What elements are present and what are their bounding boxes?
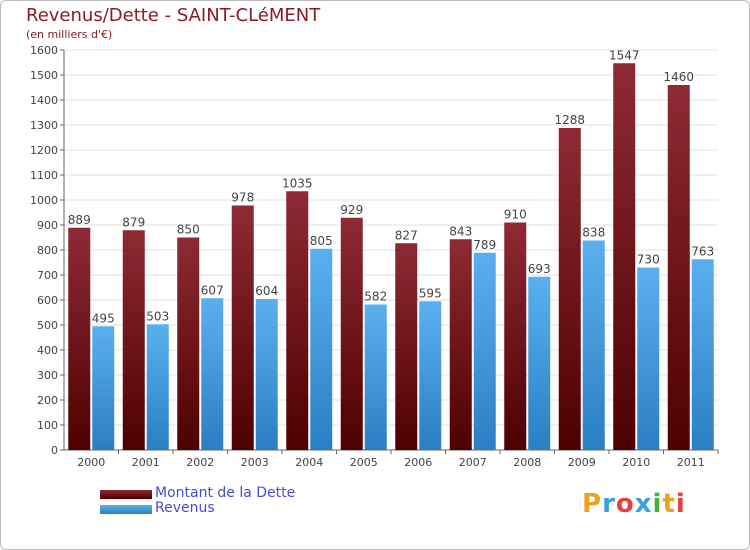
data-label-revenus-2010: 730: [637, 253, 660, 267]
data-label-revenus-2004: 805: [310, 234, 333, 248]
y-tick-label: 500: [37, 319, 58, 332]
logo-letter: o: [615, 489, 635, 519]
data-label-revenus-2008: 693: [528, 262, 551, 276]
x-tick-label-2009: 2009: [568, 456, 596, 469]
bar-debt-2005: [340, 217, 363, 450]
y-tick-label: 900: [37, 219, 58, 232]
bar-revenus-2003: [255, 299, 278, 450]
y-tick-label: 1300: [30, 119, 58, 132]
data-label-debt-2011: 1460: [663, 70, 694, 84]
bar-debt-2010: [613, 63, 636, 450]
logo-letter: P: [582, 489, 603, 519]
logo-letter: t: [662, 489, 676, 519]
bar-debt-2006: [395, 243, 418, 450]
y-tick-label: 400: [37, 344, 58, 357]
bars: [68, 63, 714, 450]
logo-letter: x: [634, 489, 653, 519]
legend-label-revenus: Revenus: [155, 500, 215, 516]
proxiti-logo: Proxiti: [582, 489, 686, 519]
axes: 0 100 200 300 400 500 600 700 800 900 1000 1100 1200…: [30, 44, 719, 469]
data-label-debt-2006: 827: [395, 228, 418, 242]
legend-swatch-revenus: [100, 505, 152, 514]
data-label-revenus-2005: 582: [364, 290, 387, 304]
data-label-debt-2001: 879: [122, 215, 145, 229]
y-tick-label: 600: [37, 294, 58, 307]
data-label-debt-2000: 889: [68, 213, 91, 227]
x-tick-label-2006: 2006: [404, 456, 432, 469]
y-tick-label: 200: [37, 394, 58, 407]
bar-revenus-2010: [637, 267, 660, 450]
data-labels: 889 495 879 503 850 607 978 604 1035 805 929 582 827…: [68, 48, 714, 325]
legend-swatch-debt: [100, 490, 152, 499]
x-tick-label-2010: 2010: [622, 456, 650, 469]
bar-debt-2002: [177, 237, 200, 450]
bar-debt-2001: [122, 230, 145, 450]
y-tick-label: 100: [37, 419, 58, 432]
bar-debt-2008: [504, 222, 527, 450]
data-label-debt-2008: 910: [504, 208, 527, 222]
data-label-debt-2007: 843: [449, 224, 472, 238]
y-tick-label: 1400: [30, 94, 58, 107]
y-tick-label: 0: [51, 444, 58, 457]
logo-letter: i: [652, 489, 663, 519]
bar-revenus-2011: [691, 259, 714, 450]
data-label-revenus-2001: 503: [146, 309, 169, 323]
y-tick-label: 1500: [30, 69, 58, 82]
bar-revenus-2004: [310, 248, 333, 450]
bar-debt-2007: [449, 239, 472, 450]
bar-revenus-2009: [582, 240, 605, 450]
chart-title: Revenus/Dette - SAINT-CLéMENT: [26, 5, 321, 26]
data-label-debt-2005: 929: [340, 203, 363, 217]
data-label-debt-2009: 1288: [554, 113, 585, 127]
bar-revenus-2007: [473, 252, 496, 450]
y-tick-label: 700: [37, 269, 58, 282]
x-tick-label-2007: 2007: [459, 456, 487, 469]
data-label-revenus-2007: 789: [473, 238, 496, 252]
y-tick-label: 1600: [30, 44, 58, 57]
x-tick-label-2004: 2004: [295, 456, 323, 469]
x-tick-label-2002: 2002: [186, 456, 214, 469]
chart-subtitle: (en milliers d'€): [26, 28, 113, 41]
bar-debt-2009: [558, 128, 581, 450]
data-label-debt-2010: 1547: [609, 48, 640, 62]
x-tick-label-2008: 2008: [513, 456, 541, 469]
data-label-revenus-2006: 595: [419, 286, 442, 300]
x-tick-label-2003: 2003: [241, 456, 269, 469]
x-tick-label-2001: 2001: [132, 456, 160, 469]
bar-debt-2004: [286, 191, 309, 450]
x-tick-label-2000: 2000: [77, 456, 105, 469]
logo-letter: i: [675, 489, 686, 519]
y-tick-label: 1100: [30, 169, 58, 182]
data-label-revenus-2003: 604: [255, 284, 278, 298]
bar-debt-2011: [667, 85, 690, 450]
bar-debt-2003: [231, 205, 254, 450]
y-tick-label: 800: [37, 244, 58, 257]
bar-revenus-2001: [146, 324, 169, 450]
x-tick-label-2011: 2011: [677, 456, 705, 469]
x-tick-label-2005: 2005: [350, 456, 378, 469]
bar-revenus-2006: [419, 301, 442, 450]
data-label-debt-2004: 1035: [282, 176, 313, 190]
data-label-revenus-2002: 607: [201, 283, 224, 297]
y-tick-label: 1000: [30, 194, 58, 207]
bar-revenus-2000: [92, 326, 115, 450]
legend-label-debt: Montant de la Dette: [155, 485, 296, 501]
logo-letter: r: [602, 489, 616, 519]
data-label-debt-2003: 978: [231, 191, 254, 205]
bar-debt-2000: [68, 227, 91, 450]
bar-revenus-2005: [364, 304, 387, 450]
y-tick-label: 1200: [30, 144, 58, 157]
bar-revenus-2002: [201, 298, 224, 450]
y-tick-label: 300: [37, 369, 58, 382]
bar-revenus-2008: [528, 276, 551, 450]
data-label-debt-2002: 850: [177, 223, 200, 237]
data-label-revenus-2000: 495: [92, 311, 115, 325]
grid-lines: [64, 49, 718, 451]
data-label-revenus-2011: 763: [691, 244, 714, 258]
data-label-revenus-2009: 838: [582, 226, 605, 240]
